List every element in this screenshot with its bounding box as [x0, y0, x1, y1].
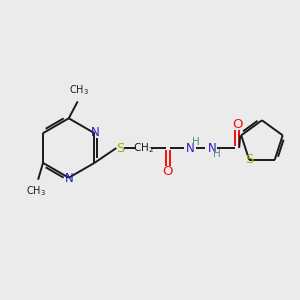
- Text: O: O: [232, 118, 242, 131]
- Text: H: H: [192, 137, 200, 147]
- Text: CH$_2$: CH$_2$: [133, 141, 154, 155]
- Text: N: N: [65, 172, 74, 185]
- Text: H: H: [214, 149, 221, 159]
- Text: O: O: [163, 165, 173, 178]
- Text: CH$_3$: CH$_3$: [26, 185, 46, 199]
- Text: CH$_3$: CH$_3$: [69, 83, 89, 97]
- Text: N: N: [91, 126, 99, 139]
- Text: S: S: [116, 142, 124, 154]
- Text: S: S: [245, 153, 253, 166]
- Text: N: N: [186, 142, 195, 154]
- Text: N: N: [208, 142, 217, 154]
